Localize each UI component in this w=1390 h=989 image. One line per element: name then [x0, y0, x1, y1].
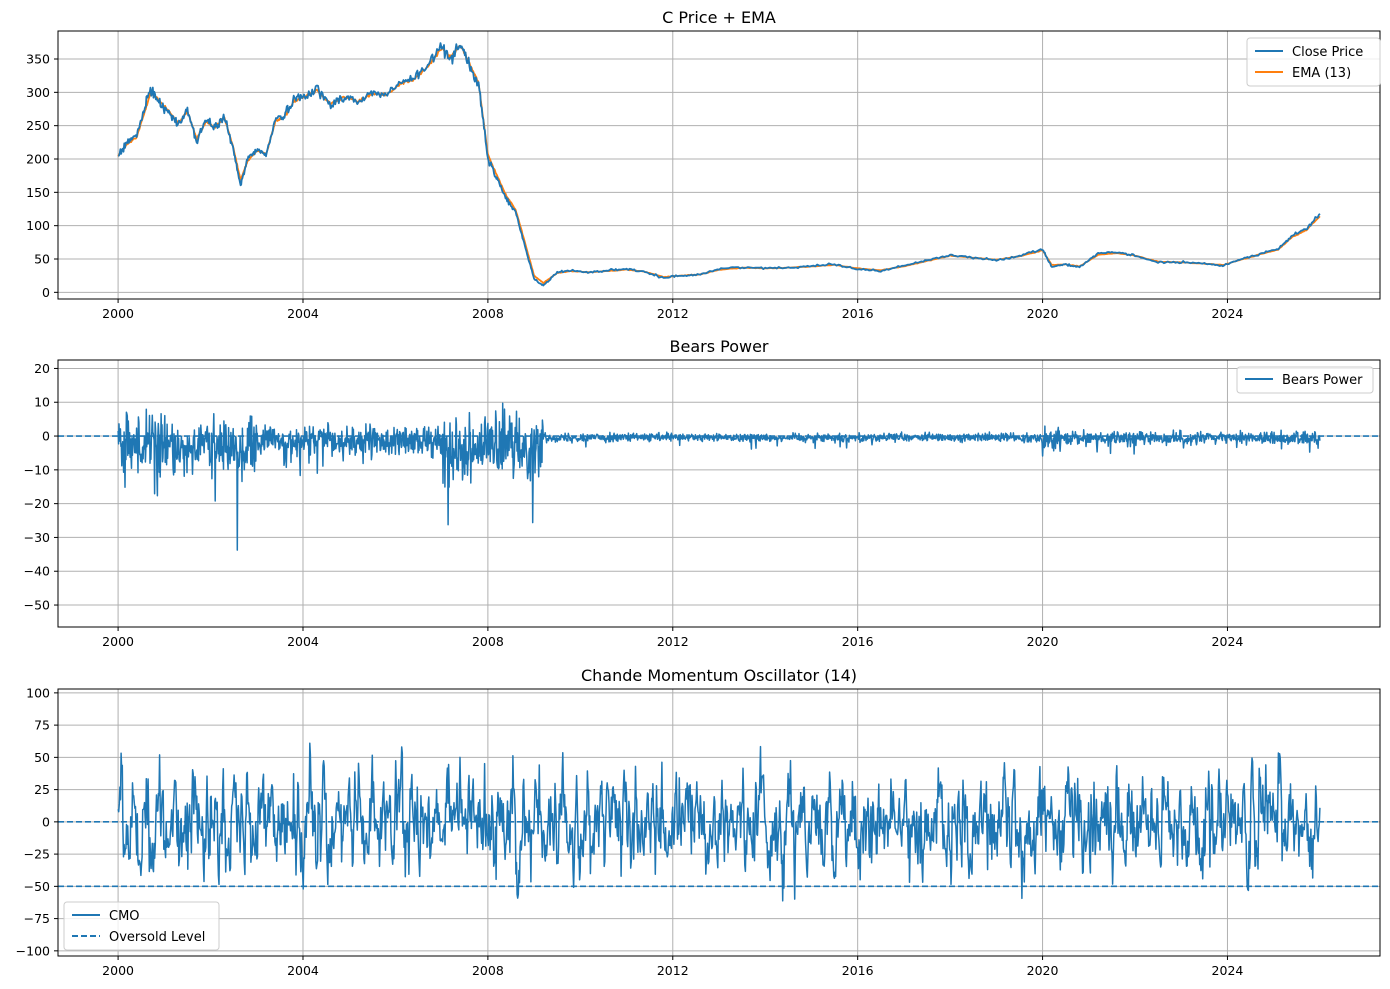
x-tick-label: 2024 [1212, 634, 1244, 649]
legend-label-close-price: Close Price [1292, 45, 1363, 60]
y-tick-label: −30 [24, 530, 50, 545]
series-lines [117, 42, 1321, 287]
y-tick-label: 300 [26, 85, 50, 100]
x-axis-ticks: 2000 2004 2008 2012 2016 2020 2024 [102, 627, 1243, 649]
x-tick-label: 2024 [1212, 963, 1244, 978]
x-tick-label: 2000 [102, 634, 134, 649]
legend-label-bears-power: Bears Power [1282, 373, 1363, 388]
plot-frame [57, 359, 1381, 628]
series-lines [117, 742, 1321, 902]
y-tick-label: −10 [24, 462, 50, 477]
x-tick-label: 2012 [657, 963, 689, 978]
y-tick-label: 0 [42, 814, 50, 829]
legend-label-cmo: CMO [109, 909, 140, 924]
x-tick-label: 2012 [657, 634, 689, 649]
bears-power-panel: Bears Power 2000 2004 2008 2012 2016 2020 2024… [24, 337, 1381, 649]
x-tick-label: 2004 [287, 963, 319, 978]
legend-label-oversold: Oversold Level [109, 930, 205, 945]
y-tick-label: 200 [26, 152, 50, 167]
y-tick-label: −20 [24, 496, 50, 511]
legend: Bears Power [1236, 366, 1374, 394]
series-line-ema [117, 44, 1321, 284]
x-tick-label: 2020 [1027, 306, 1059, 321]
gridlines [58, 31, 1380, 299]
series-line-close-price [117, 42, 1321, 287]
x-tick-label: 2000 [102, 306, 134, 321]
y-tick-label: 25 [34, 782, 50, 797]
y-tick-label: −40 [24, 564, 50, 579]
x-axis-ticks: 2000 2004 2008 2012 2016 2020 2024 [102, 299, 1243, 321]
legend: CMO Oversold Level [63, 901, 220, 951]
x-tick-label: 2004 [287, 306, 319, 321]
x-tick-label: 2008 [472, 963, 504, 978]
legend: Close Price EMA (13) [1246, 37, 1381, 87]
y-tick-label: 250 [26, 118, 50, 133]
y-tick-label: −75 [24, 911, 50, 926]
y-tick-label: 10 [34, 395, 50, 410]
y-tick-label: 350 [26, 52, 50, 67]
y-axis-ticks: −50 −40 −30 −20 −10 0 10 20 [24, 361, 58, 613]
x-tick-label: 2012 [657, 306, 689, 321]
chart-title: Chande Momentum Oscillator (14) [581, 666, 857, 685]
series-line-bears-power [117, 402, 1321, 551]
chart-title: C Price + EMA [662, 8, 776, 27]
cmo-panel: Chande Momentum Oscillator (14) 2000 2004… [16, 666, 1381, 978]
x-tick-label: 2016 [842, 634, 874, 649]
legend-label-ema: EMA (13) [1292, 66, 1351, 81]
x-tick-label: 2024 [1212, 306, 1244, 321]
x-tick-label: 2008 [472, 634, 504, 649]
price-ema-panel: C Price + EMA 2000 2004 2008 2012 2016 2020 20… [26, 8, 1381, 321]
y-tick-label: 0 [42, 285, 50, 300]
x-tick-label: 2020 [1027, 634, 1059, 649]
y-tick-label: 20 [34, 361, 50, 376]
gridlines [58, 360, 1380, 627]
x-tick-label: 2016 [842, 306, 874, 321]
x-tick-label: 2016 [842, 963, 874, 978]
x-tick-label: 2020 [1027, 963, 1059, 978]
x-axis-ticks: 2000 2004 2008 2012 2016 2020 2024 [102, 956, 1243, 978]
plot-frame [57, 688, 1381, 957]
y-tick-label: 75 [34, 718, 50, 733]
y-tick-label: 150 [26, 185, 50, 200]
y-axis-ticks: 0 50 100 150 200 250 300 350 [26, 52, 58, 300]
series-lines [117, 402, 1321, 551]
series-line-cmo [117, 742, 1321, 902]
x-tick-label: 2008 [472, 306, 504, 321]
y-tick-label: 100 [26, 218, 50, 233]
y-tick-label: −50 [24, 879, 50, 894]
y-tick-label: −50 [24, 598, 50, 613]
x-tick-label: 2004 [287, 634, 319, 649]
plot-frame [57, 30, 1381, 300]
legend-box [63, 901, 220, 951]
y-axis-ticks: −100 −75 −50 −25 0 25 50 75 100 [16, 685, 58, 958]
chart-title: Bears Power [670, 337, 769, 356]
y-tick-label: 100 [26, 685, 50, 700]
y-tick-label: 50 [34, 252, 50, 267]
y-tick-label: 0 [42, 429, 50, 444]
y-tick-label: −100 [16, 943, 50, 958]
x-tick-label: 2000 [102, 963, 134, 978]
y-tick-label: 50 [34, 750, 50, 765]
y-tick-label: −25 [24, 847, 50, 862]
legend-box [1236, 366, 1374, 394]
